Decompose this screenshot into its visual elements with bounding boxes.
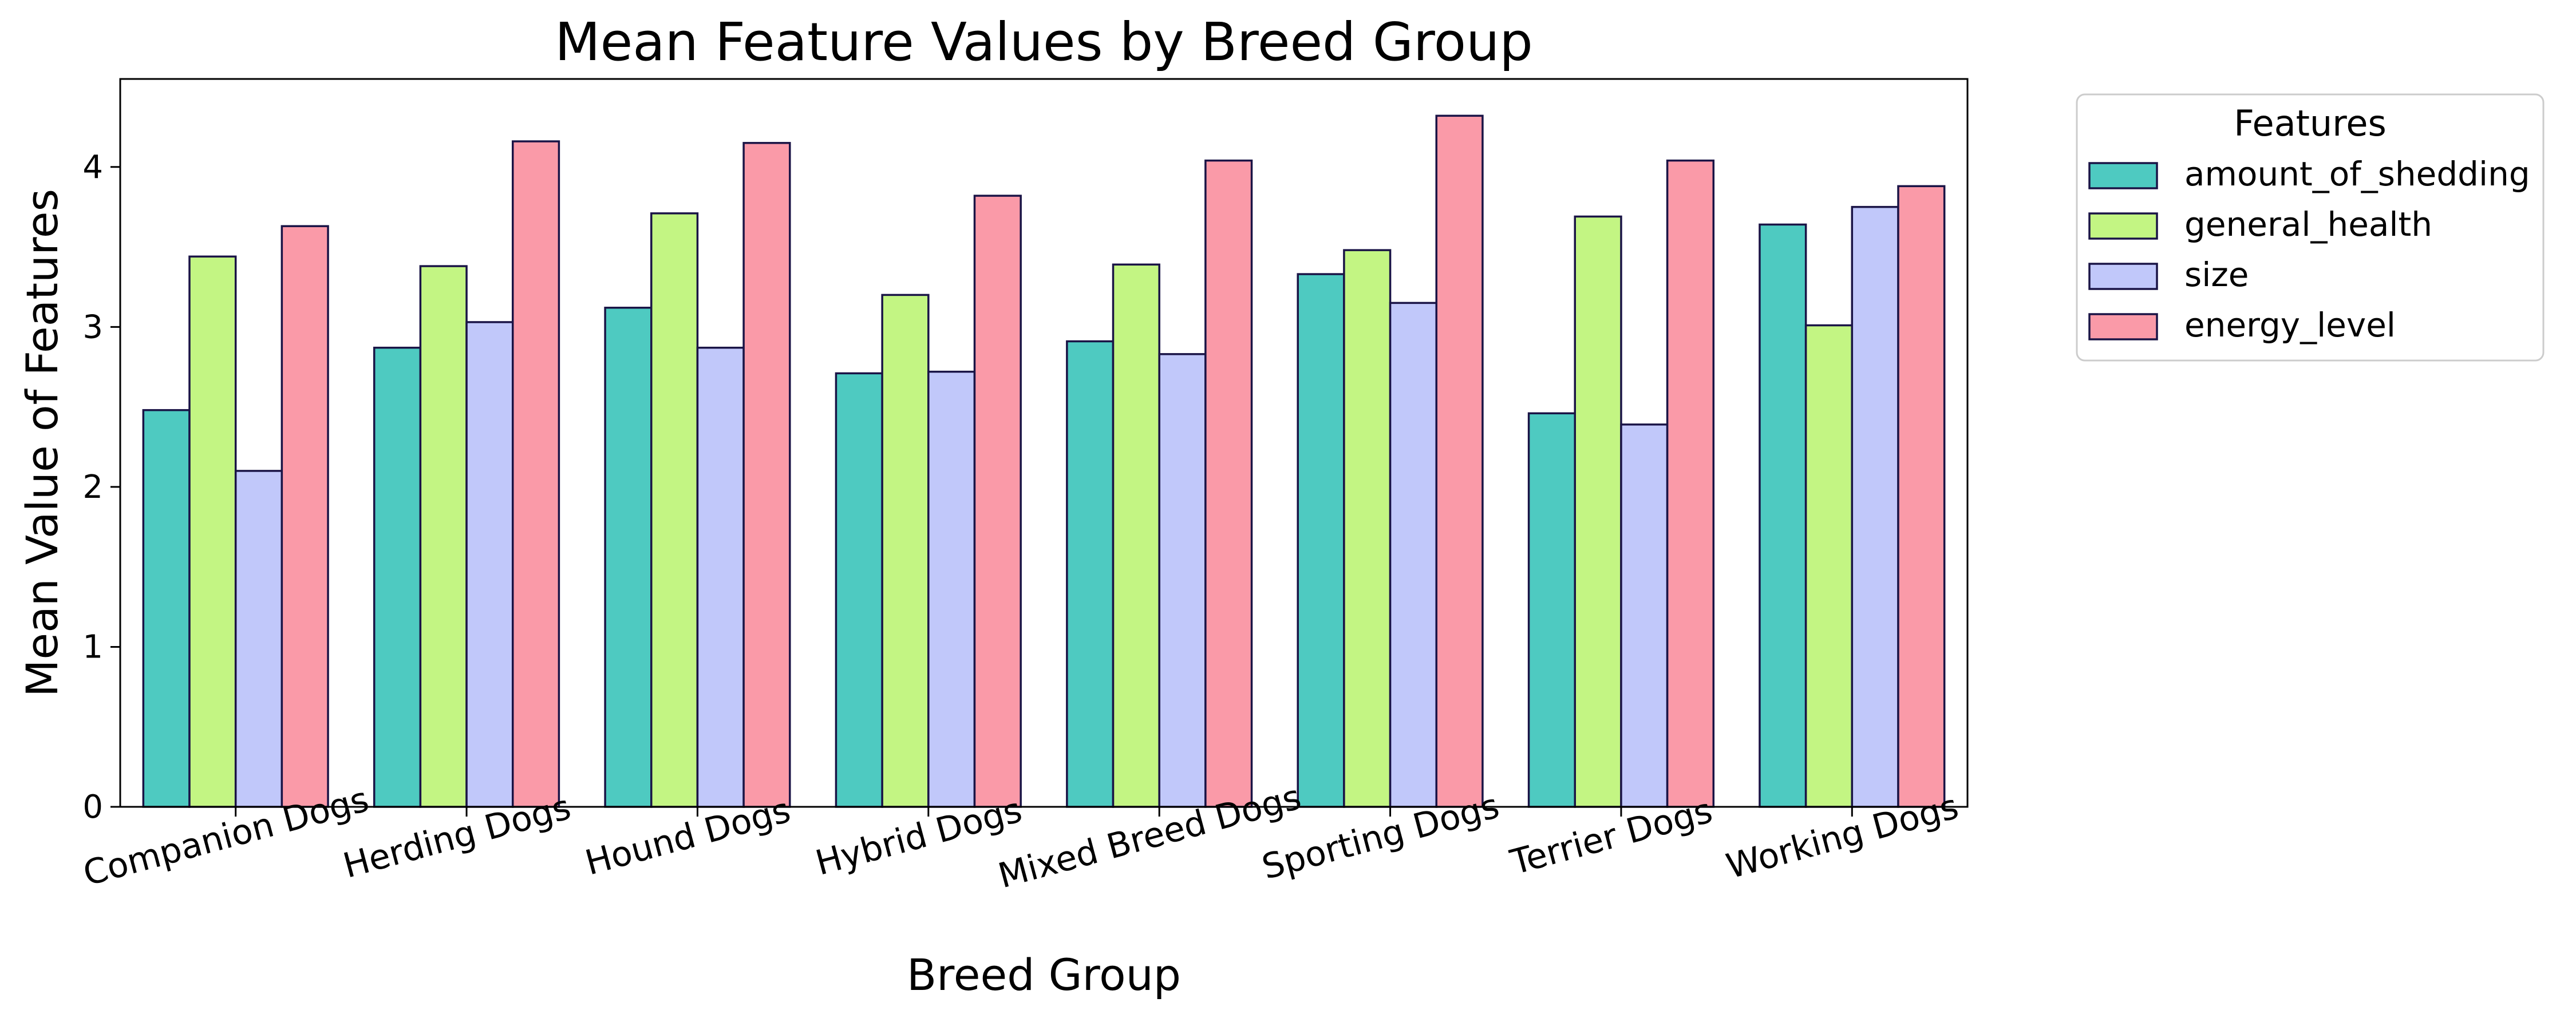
y-tick-label: 4: [82, 149, 103, 186]
bar-general-health-1: [419, 265, 468, 808]
bar-general-health-5: [1343, 249, 1392, 808]
legend-label: energy_level: [2184, 306, 2396, 344]
bar-amount-of-shedding-1: [373, 346, 422, 808]
bar-energy-level-1: [511, 140, 560, 808]
legend-label: amount_of_shedding: [2184, 154, 2530, 193]
bar-general-health-4: [1112, 263, 1160, 808]
bar-amount-of-shedding-0: [142, 409, 191, 808]
bar-general-health-7: [1804, 324, 1854, 808]
bar-amount-of-shedding-2: [604, 307, 653, 808]
bar-size-3: [927, 370, 976, 808]
y-axis-label: Mean Value of Features: [17, 189, 68, 697]
bar-size-2: [696, 346, 745, 808]
bar-energy-level-6: [1666, 159, 1715, 808]
bar-size-7: [1851, 205, 1899, 808]
y-tick-label: 2: [82, 469, 103, 506]
bar-amount-of-shedding-7: [1759, 223, 1807, 808]
bar-size-5: [1389, 302, 1437, 808]
legend-title: Features: [2234, 102, 2387, 144]
bar-energy-level-5: [1435, 114, 1484, 808]
legend-box: [2076, 93, 2545, 362]
bar-amount-of-shedding-5: [1297, 273, 1345, 808]
bar-energy-level-4: [1204, 159, 1253, 808]
bar-size-0: [234, 470, 283, 808]
bar-size-1: [465, 321, 514, 808]
legend-swatch-energy-level: [2088, 313, 2158, 340]
bar-energy-level-2: [742, 142, 791, 808]
bar-energy-level-3: [973, 195, 1022, 808]
bar-energy-level-7: [1897, 185, 1946, 808]
x-axis-label: Breed Group: [907, 949, 1181, 1000]
plot-frame: [119, 78, 1969, 808]
y-tick-label: 1: [82, 628, 103, 665]
legend-swatch-amount-of-shedding: [2088, 162, 2158, 189]
y-tick-label: 3: [82, 308, 103, 346]
bar-amount-of-shedding-6: [1527, 412, 1577, 808]
legend-swatch-size: [2088, 263, 2158, 290]
legend-swatch-general-health: [2088, 212, 2158, 240]
bar-general-health-2: [650, 212, 699, 808]
bar-size-4: [1158, 353, 1207, 808]
y-tick-label: 0: [82, 789, 103, 826]
bar-energy-level-0: [280, 225, 329, 808]
bar-amount-of-shedding-3: [835, 372, 883, 808]
bar-amount-of-shedding-4: [1066, 340, 1115, 808]
bar-general-health-6: [1574, 215, 1622, 808]
bar-general-health-0: [188, 255, 237, 808]
legend-label: general_health: [2184, 205, 2432, 244]
bar-general-health-3: [881, 294, 930, 808]
legend-label: size: [2184, 255, 2249, 294]
chart-title: Mean Feature Values by Breed Group: [555, 11, 1533, 73]
bar-size-6: [1620, 423, 1669, 808]
